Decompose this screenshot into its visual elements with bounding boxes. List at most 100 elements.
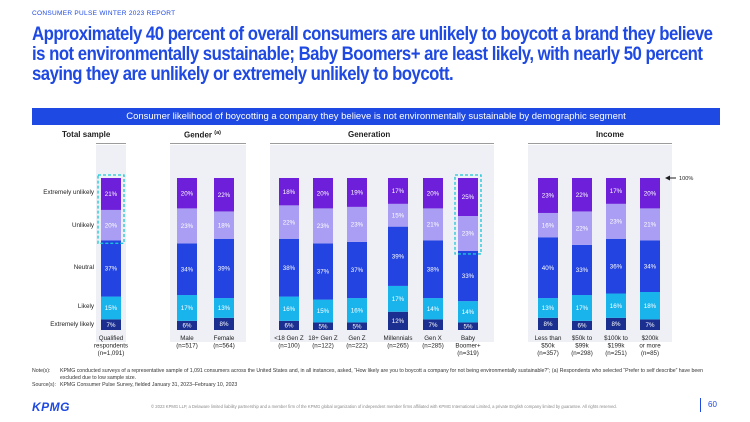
notes-block: Note(s): KPMG conducted surveys of a repr… [32, 368, 722, 389]
kpmg-logo: KPMG [32, 400, 70, 414]
data-label: 38% [427, 266, 440, 273]
bar-segment-neutral [177, 243, 197, 296]
bar-segment-extremely-likely [313, 322, 333, 330]
data-label: 37% [351, 267, 364, 274]
bar-segment-likely [458, 301, 478, 323]
data-label: 12% [392, 318, 405, 325]
bar-segment-neutral [101, 240, 121, 297]
bar-segment-likely [313, 299, 333, 323]
group-heading-gender-note: (a) [214, 130, 221, 136]
category-label: (n=122) [312, 342, 334, 349]
bar-segment-extremely-unlikely [101, 178, 121, 210]
note-label: Note(s): [32, 368, 51, 374]
data-label: 17% [576, 305, 589, 312]
category-label: 18+ Gen Z [308, 335, 338, 342]
category-label: Millennials [384, 335, 413, 342]
data-label: 17% [181, 305, 194, 312]
category-label: $50k to [572, 335, 593, 342]
category-label: Gen X [424, 335, 442, 342]
group-heading-total: Total sample [62, 130, 110, 139]
category-label: (n=222) [346, 342, 368, 349]
category-label: (n=100) [278, 342, 300, 349]
data-label: 17% [610, 188, 623, 195]
data-label: 21% [427, 222, 440, 229]
data-label: 6% [183, 323, 192, 330]
data-label: 33% [576, 267, 589, 274]
highlight-box [97, 174, 125, 244]
footer-divider [700, 398, 701, 412]
data-label: 5% [353, 323, 362, 330]
data-label: 20% [317, 190, 330, 197]
bar-segment-likely [101, 296, 121, 320]
bar-segment-neutral [347, 241, 367, 299]
category-label: or more [639, 342, 661, 349]
data-label: 37% [105, 266, 118, 273]
data-label: 20% [105, 222, 118, 229]
data-label: 38% [283, 265, 296, 272]
bar-segment-unlikely [279, 205, 299, 239]
source-label: Source(s): [32, 382, 56, 388]
bar-segment-likely [214, 298, 234, 318]
bar-segment-neutral [279, 238, 299, 297]
data-label: 34% [181, 266, 194, 273]
bar-segment-extremely-likely [388, 311, 408, 330]
bar-segment-extremely-unlikely [458, 178, 478, 216]
data-label: 22% [576, 225, 589, 232]
data-label: 21% [644, 222, 657, 229]
top-marker-arrow-icon [665, 175, 670, 181]
bar-segment-extremely-likely [538, 317, 558, 330]
group-heading-income: Income [596, 130, 624, 139]
data-label: 15% [105, 305, 118, 312]
category-label: $200k [642, 335, 660, 342]
data-label: 6% [578, 323, 587, 330]
bar-segment-unlikely [101, 209, 121, 241]
bar-segment-likely [388, 285, 408, 312]
data-label: 22% [576, 192, 589, 199]
category-label: (n=357) [537, 350, 559, 357]
bar-segment-extremely-unlikely [214, 178, 234, 212]
bar-segment-unlikely [313, 208, 333, 244]
data-label: 16% [351, 307, 364, 314]
bar-segment-neutral [214, 238, 234, 299]
row-label-likely: Likely [77, 303, 94, 310]
group-heading-generation: Generation [348, 130, 390, 139]
category-label: (n=564) [213, 342, 235, 349]
bar-segment-extremely-unlikely [313, 178, 333, 209]
highlight-box [454, 174, 482, 255]
data-label: 23% [317, 223, 330, 230]
bar-segment-extremely-unlikely [538, 178, 558, 213]
report-label: CONSUMER PULSE WINTER 2023 REPORT [32, 10, 176, 17]
data-label: 17% [392, 188, 405, 195]
data-label: 13% [542, 305, 555, 312]
data-label: 13% [218, 305, 231, 312]
bar-segment-extremely-unlikely [279, 178, 299, 206]
bar-segment-extremely-unlikely [177, 178, 197, 209]
bar-segment-extremely-likely [458, 322, 478, 330]
data-label: 16% [542, 222, 555, 229]
data-label: 34% [644, 263, 657, 270]
data-label: 25% [462, 194, 475, 201]
bar-segment-extremely-likely [101, 319, 121, 330]
row-label-unlikely: Unlikely [71, 222, 94, 229]
bar-segment-unlikely [423, 208, 443, 241]
group-divider-generation [270, 143, 494, 144]
data-label: 16% [283, 306, 296, 313]
data-label: 23% [181, 223, 194, 230]
bar-segment-neutral [538, 237, 558, 299]
data-label: 17% [392, 296, 405, 303]
bar-segment-unlikely [388, 203, 408, 227]
data-label: 6% [285, 323, 294, 330]
top-marker-label: 100% [679, 176, 693, 182]
bar-segment-extremely-unlikely [347, 178, 367, 207]
note-text: KPMG conducted surveys of a representati… [60, 368, 704, 381]
category-label: $99k [575, 342, 589, 349]
data-label: 39% [218, 266, 231, 273]
category-label: $100k to [604, 335, 628, 342]
data-label: 15% [317, 308, 330, 315]
category-label: (n=517) [176, 342, 198, 349]
category-label: <18 Gen Z [274, 335, 304, 342]
data-label: 23% [610, 219, 623, 226]
group-divider-income [528, 143, 672, 144]
bar-segment-extremely-likely [347, 322, 367, 330]
category-label: Female [214, 335, 235, 342]
